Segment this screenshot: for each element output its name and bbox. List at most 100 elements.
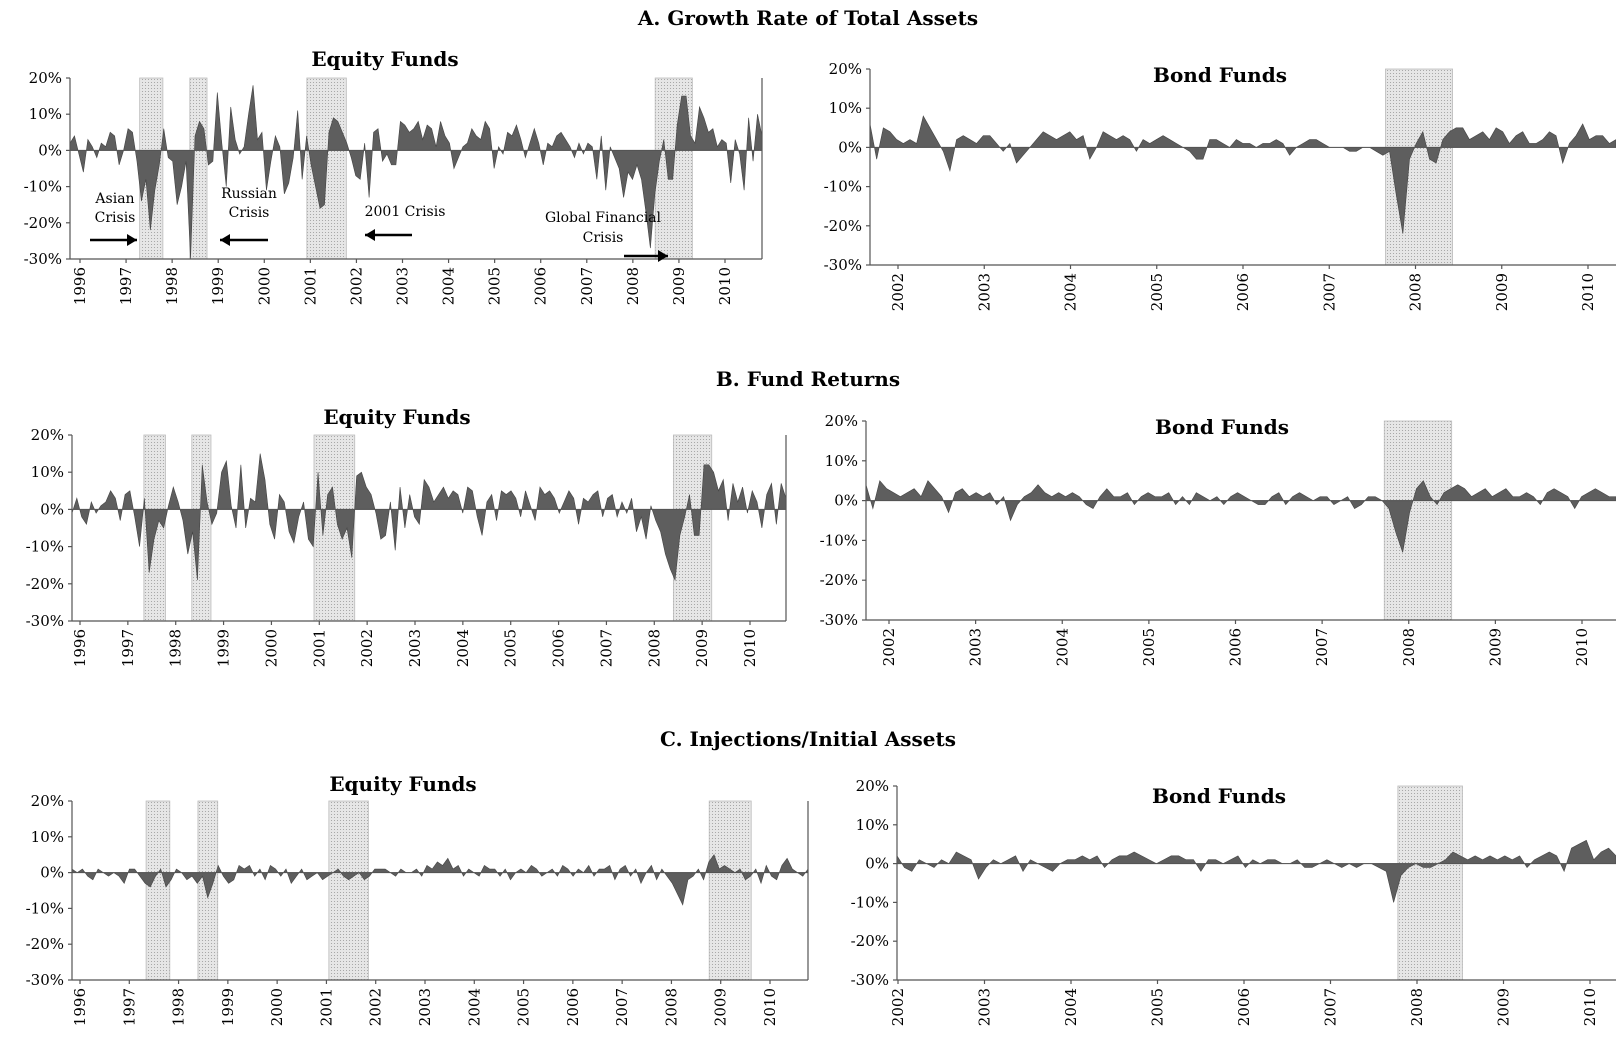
y-tick-label: -10%: [24, 178, 62, 196]
x-tick-label: 2006: [550, 629, 568, 667]
y-tick-label: 10%: [856, 816, 889, 834]
x-tick-label: 2010: [761, 988, 779, 1026]
panel-title: Equity Funds: [311, 47, 458, 71]
series-area: [69, 85, 763, 260]
x-tick-label: 2009: [1495, 988, 1513, 1026]
annotation-arrowhead: [365, 229, 375, 241]
x-tick-label: 2004: [465, 988, 483, 1026]
panel-title: Bond Funds: [1155, 415, 1289, 439]
y-tick-label: -20%: [26, 935, 64, 953]
y-tick-label: -10%: [26, 899, 64, 917]
annotation-label: Crisis: [583, 230, 624, 246]
y-tick-label: 0%: [865, 855, 889, 873]
x-tick-label: 2007: [597, 629, 615, 667]
x-tick-label: 2000: [255, 267, 273, 305]
x-tick-label: 2006: [564, 988, 582, 1026]
x-tick-label: 2008: [645, 629, 663, 667]
x-tick-label: 2010: [1581, 988, 1599, 1026]
series-area: [71, 854, 809, 906]
x-tick-label: 2008: [1407, 273, 1425, 311]
y-tick-label: 10%: [825, 452, 858, 470]
chart-panel-c-bond: 20% 10% 0% -10% -20% -30%2002 2003 2004 2005 2006…: [851, 777, 1616, 1026]
x-tick-label: 2004: [1062, 988, 1080, 1026]
x-tick-label: 1996: [71, 988, 89, 1026]
x-tick-label: 2006: [532, 267, 550, 305]
x-tick-label: 2002: [880, 628, 898, 666]
y-tick-label: 0%: [834, 492, 858, 510]
x-tick-label: 2010: [741, 629, 759, 667]
x-tick-label: 2008: [1408, 988, 1426, 1026]
x-tick-label: 2010: [716, 267, 734, 305]
x-tick-label: 1996: [71, 629, 89, 667]
y-tick-label: 10%: [31, 463, 64, 481]
x-tick-label: 2006: [1234, 273, 1252, 311]
crisis-shade-4: [708, 800, 752, 981]
x-tick-label: 2002: [889, 988, 907, 1026]
x-tick-label: 2005: [502, 629, 520, 667]
y-tick-label: -20%: [26, 575, 64, 593]
y-tick-label: -10%: [820, 531, 858, 549]
y-tick-label: -30%: [24, 250, 62, 268]
crisis-shade-1: [145, 800, 171, 981]
x-tick-label: 2006: [1227, 628, 1245, 666]
y-tick-label: -30%: [851, 971, 889, 989]
x-tick-label: 2004: [1062, 273, 1080, 311]
x-tick-label: 2004: [454, 629, 472, 667]
panel-title: Equity Funds: [329, 772, 476, 796]
x-tick-label: 1996: [71, 267, 89, 305]
panel-title: Bond Funds: [1152, 784, 1286, 808]
x-tick-label: 2003: [416, 988, 434, 1026]
y-tick-label: 0%: [838, 138, 862, 156]
x-tick-label: 2002: [367, 988, 385, 1026]
x-tick-label: 2001: [301, 267, 319, 305]
x-tick-label: 2004: [1053, 628, 1071, 666]
crisis-shade-1: [1397, 785, 1463, 981]
section-title-a: A. Growth Rate of Total Assets: [637, 6, 978, 30]
annotation-label: 2001 Crisis: [365, 204, 446, 220]
y-tick-label: 10%: [29, 105, 62, 123]
series-area: [869, 115, 1616, 234]
x-tick-label: 2003: [967, 628, 985, 666]
y-tick-label: 10%: [31, 828, 64, 846]
chart-panel-b-bond: 20% 10% 0% -10% -20% -30% 2002 2003 2004 2005 2006…: [820, 412, 1616, 666]
chart-panel-a-bond: 20% 10% 0% -10% -20% -30% 2002 2003 2004 2005 2006…: [824, 60, 1616, 311]
series-area: [896, 839, 1616, 903]
y-tick-label: 20%: [829, 60, 862, 78]
x-tick-label: 1998: [163, 267, 181, 305]
series-area: [71, 453, 787, 582]
annotation-label: Crisis: [95, 210, 136, 226]
y-tick-label: -20%: [851, 932, 889, 950]
x-tick-label: 1997: [120, 988, 138, 1026]
y-tick-label: 0%: [40, 500, 64, 518]
y-tick-label: -10%: [824, 178, 862, 196]
x-tick-label: 2010: [1573, 628, 1591, 666]
x-tick-label: 2004: [440, 267, 458, 305]
annotation-arrowhead: [127, 234, 137, 246]
panel-title: Bond Funds: [1153, 63, 1287, 87]
x-tick-label: 2002: [347, 267, 365, 305]
y-tick-label: 20%: [825, 412, 858, 430]
x-tick-label: 1997: [119, 629, 137, 667]
crisis-shade-3: [328, 800, 369, 981]
series-area: [865, 480, 1616, 553]
y-tick-label: -20%: [24, 214, 62, 232]
x-tick-label: 2003: [394, 267, 412, 305]
x-tick-label: 1999: [215, 629, 233, 667]
x-tick-label: 2000: [262, 629, 280, 667]
annotation-label: Global Financial: [545, 210, 662, 226]
panel-title: Equity Funds: [323, 405, 470, 429]
section-title-c: C. Injections/Initial Assets: [660, 727, 956, 751]
x-tick-label: 2007: [1322, 988, 1340, 1026]
x-tick-label: 2009: [670, 267, 688, 305]
x-tick-label: 1998: [167, 629, 185, 667]
x-tick-label: 2007: [1320, 273, 1338, 311]
x-tick-label: 2007: [613, 988, 631, 1026]
y-tick-label: -20%: [820, 571, 858, 589]
chart-panel-c-equity: 20% 10% 0% -10% -20% -30% 1996 1997 1998 1999 2000…: [26, 772, 809, 1026]
y-tick-label: 20%: [29, 69, 62, 87]
x-tick-label: 2005: [515, 988, 533, 1026]
y-tick-label: 0%: [40, 864, 64, 882]
y-tick-label: -30%: [26, 971, 64, 989]
x-tick-label: 2005: [1140, 628, 1158, 666]
y-tick-label: -20%: [824, 217, 862, 235]
